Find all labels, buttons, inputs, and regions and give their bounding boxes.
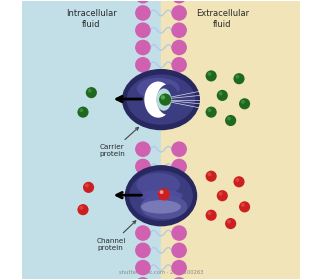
Circle shape [227,116,231,120]
Circle shape [171,5,187,21]
Ellipse shape [137,173,180,196]
Text: Channel
protein: Channel protein [97,221,136,251]
Circle shape [171,22,187,38]
Circle shape [135,225,151,241]
Circle shape [171,141,187,157]
Circle shape [205,171,217,182]
Circle shape [233,73,245,84]
Circle shape [217,90,228,101]
Circle shape [135,260,151,276]
Circle shape [241,203,245,207]
Circle shape [77,107,89,118]
Ellipse shape [129,171,193,221]
Circle shape [135,242,151,258]
Ellipse shape [125,165,197,226]
Circle shape [171,260,187,276]
Circle shape [171,225,187,241]
Ellipse shape [141,200,181,214]
Circle shape [85,183,89,187]
Text: Intracellular
fluid: Intracellular fluid [66,9,117,29]
Ellipse shape [157,84,179,115]
Circle shape [217,190,228,201]
Circle shape [79,206,83,210]
Circle shape [135,57,151,73]
Circle shape [171,242,187,258]
Circle shape [135,22,151,38]
Circle shape [159,94,171,106]
Circle shape [207,72,212,76]
Circle shape [207,172,212,176]
Circle shape [135,5,151,21]
Circle shape [227,220,231,224]
Circle shape [233,176,245,187]
Circle shape [239,201,250,213]
Text: shutterstock.com · 2351500263: shutterstock.com · 2351500263 [119,270,203,275]
Circle shape [207,211,212,215]
Circle shape [225,115,236,126]
Ellipse shape [137,78,180,99]
Circle shape [171,57,187,73]
Circle shape [79,108,83,112]
Circle shape [135,159,151,174]
Circle shape [135,141,151,157]
Ellipse shape [144,81,172,118]
Circle shape [86,87,97,98]
Circle shape [135,40,151,55]
Circle shape [88,89,92,93]
Circle shape [219,92,223,95]
Bar [22,1,161,279]
Circle shape [241,100,245,104]
Ellipse shape [127,74,195,125]
Circle shape [160,190,164,194]
Circle shape [171,0,187,3]
Circle shape [171,40,187,55]
Text: Carrier
protein: Carrier protein [100,127,138,157]
Circle shape [158,188,170,200]
Circle shape [135,277,151,280]
Circle shape [161,95,165,100]
Circle shape [225,218,236,229]
Circle shape [205,107,217,118]
Bar [161,1,300,279]
Circle shape [171,277,187,280]
Ellipse shape [156,88,171,111]
Circle shape [171,159,187,174]
Circle shape [239,98,250,109]
Circle shape [77,204,89,215]
Circle shape [205,210,217,221]
Circle shape [135,0,151,3]
Ellipse shape [140,195,187,219]
Circle shape [83,182,94,193]
Circle shape [235,75,239,79]
Ellipse shape [139,190,183,201]
Text: Extracellular
fluid: Extracellular fluid [196,9,249,29]
Circle shape [205,70,217,81]
Circle shape [207,108,212,112]
Ellipse shape [122,69,200,130]
Circle shape [219,192,223,196]
Circle shape [235,178,239,182]
